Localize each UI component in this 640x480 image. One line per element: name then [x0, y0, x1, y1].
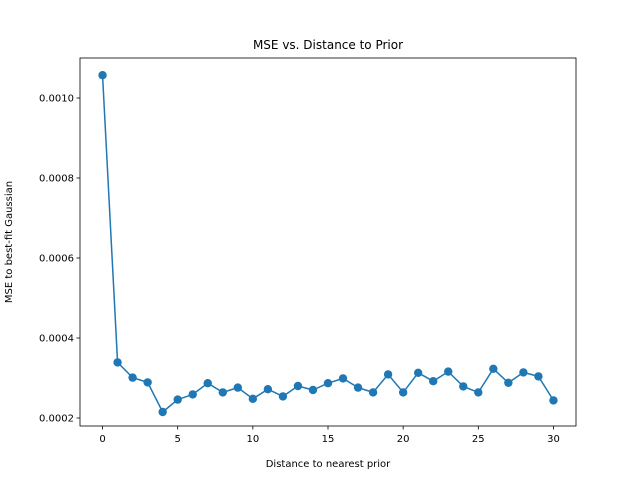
x-axis-label: Distance to nearest prior [266, 459, 391, 470]
data-point [203, 379, 212, 388]
chart-title: MSE vs. Distance to Prior [253, 38, 403, 52]
x-tick-label: 20 [397, 434, 410, 445]
data-point [263, 385, 273, 394]
data-point [128, 373, 137, 382]
y-tick-label: 0.0004 [39, 334, 74, 345]
data-point [398, 388, 408, 397]
data-point [143, 378, 152, 387]
data-point [474, 388, 483, 397]
data-point [308, 385, 318, 395]
y-tick-label: 0.0008 [39, 174, 74, 185]
x-tick-label: 30 [547, 434, 560, 445]
data-point [534, 372, 543, 381]
x-tick-label: 10 [246, 434, 259, 445]
data-point [444, 367, 453, 376]
plot-area: 0 5 10 15 20 25 30 0.0002 0.0004 0.0006 0.0008 0.00… [39, 57, 577, 445]
x-tick-label: 5 [175, 434, 181, 445]
data-point [338, 374, 348, 383]
data-point [188, 390, 197, 399]
data-point [353, 383, 363, 392]
y-tick-label: 0.0006 [39, 254, 74, 265]
data-point [429, 377, 438, 386]
data-point [158, 407, 167, 417]
data-point [368, 388, 378, 397]
y-axis-label: MSE to best-fit Gaussian [4, 181, 15, 303]
data-point [218, 388, 227, 397]
data-point [459, 382, 468, 391]
data-point [413, 368, 423, 377]
data-point [489, 364, 498, 373]
data-point [248, 394, 258, 403]
y-tick-label: 0.0010 [39, 94, 74, 105]
data-point [504, 378, 513, 387]
data-point [323, 379, 333, 388]
data-point [383, 370, 393, 379]
data-point [519, 368, 528, 377]
x-tick-label: 15 [322, 434, 335, 445]
data-point [113, 358, 122, 367]
data-point [549, 396, 558, 405]
x-tick-label: 0 [99, 434, 105, 445]
x-tick-label: 25 [472, 434, 485, 445]
data-point [98, 71, 107, 80]
data-point [278, 392, 288, 401]
data-point [233, 383, 243, 392]
data-point [293, 381, 303, 391]
y-tick-label: 0.0002 [39, 414, 74, 425]
data-point [173, 395, 182, 404]
